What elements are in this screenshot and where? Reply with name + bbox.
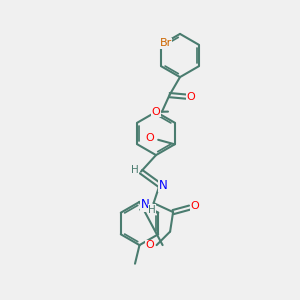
Text: O: O (146, 240, 154, 250)
Text: N: N (159, 178, 168, 192)
Text: Br: Br (160, 38, 172, 48)
Text: O: O (152, 106, 160, 117)
Text: O: O (186, 92, 195, 102)
Text: H: H (130, 165, 138, 175)
Text: H: H (148, 205, 156, 215)
Text: O: O (146, 133, 154, 143)
Text: N: N (141, 198, 150, 211)
Text: O: O (190, 201, 200, 211)
